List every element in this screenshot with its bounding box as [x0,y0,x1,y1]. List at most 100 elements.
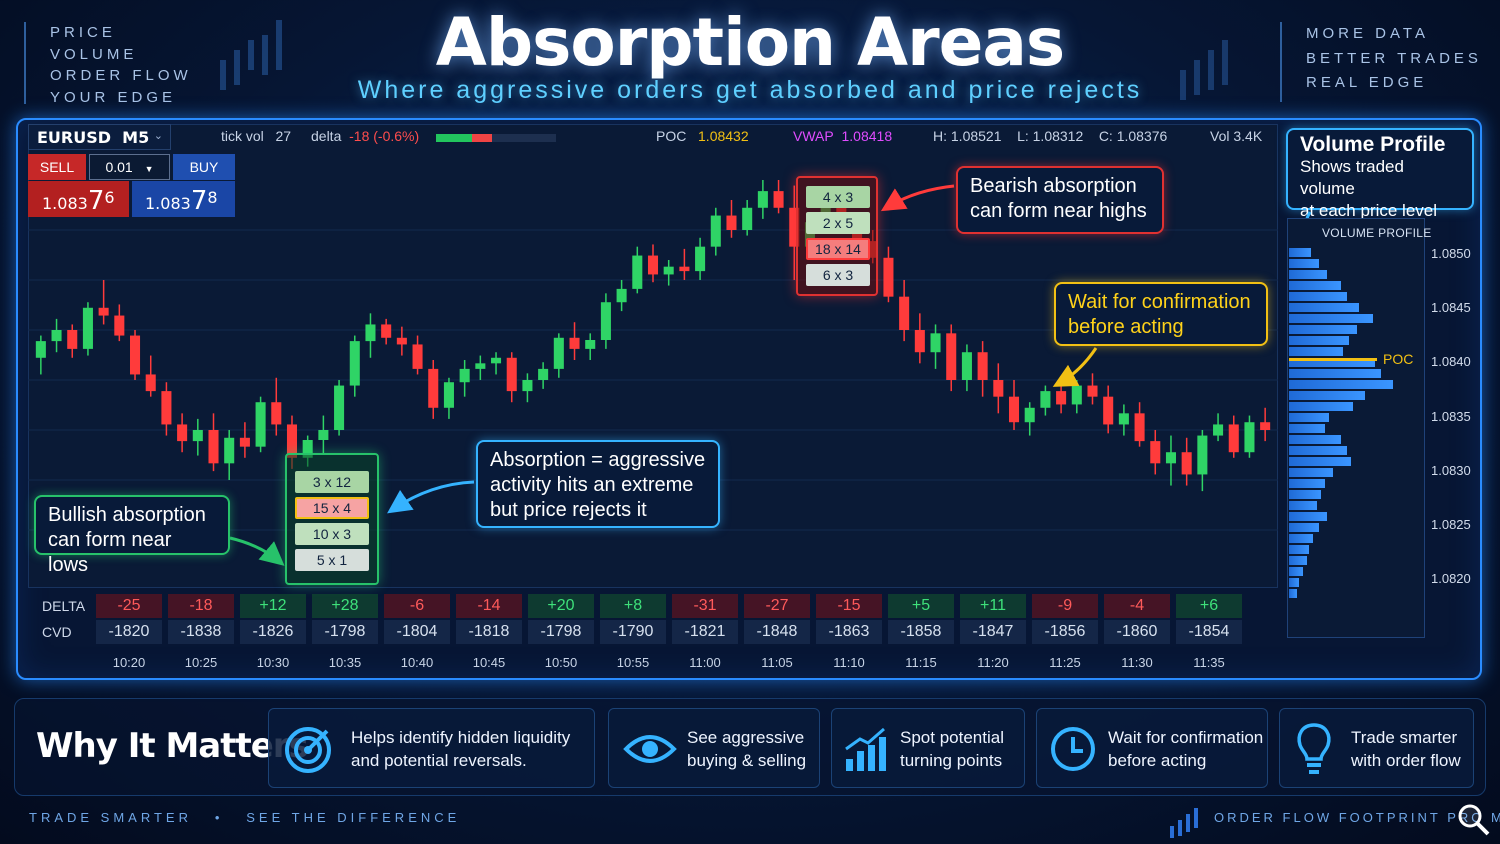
candle-bullish [459,368,470,383]
callout-absorption: Absorption = aggressive activity hits an… [476,440,720,528]
zoom-icon[interactable] [1456,802,1492,838]
volume-profile-bar [1289,567,1303,576]
volume-profile-bar [1289,468,1333,477]
volume-profile-bar [1289,292,1347,301]
low-value: 1.08312 [1032,128,1084,144]
time-label: 10:40 [400,655,434,670]
candle-bullish [538,368,549,380]
candle-bullish [1244,422,1255,453]
footprint-cell: 4 x 3 [806,186,870,208]
candle-bullish [318,430,329,440]
buy-button[interactable]: BUY [173,154,235,180]
delta-cell: -25 [96,594,162,618]
volume-profile-bar [1289,501,1317,510]
candle-bullish [1197,435,1208,475]
callout-absorption-line3: but price rejects it [490,499,647,521]
delta-cell: -6 [384,594,450,618]
volume-profile-bar [1289,270,1327,279]
eye-icon [623,735,677,763]
candle-bullish [82,307,93,349]
feature-text-line2: and potential reversals. [351,751,527,770]
volume-profile-label: VOLUME PROFILE [1322,226,1432,240]
cvd-cell: -1798 [528,620,594,644]
candle-bullish [1165,452,1176,464]
footprint-bottom[interactable]: 3 x 12 15 x 4 10 x 3 5 x 1 [285,453,379,585]
volume-profile-bar [1289,424,1325,433]
feature-text-line1: See aggressive [687,728,805,747]
candle-bullish [1213,424,1224,436]
candle-bullish [1024,407,1035,423]
buy-price[interactable]: 1.08378 [132,181,235,217]
candle-bearish [773,191,784,208]
close-value: 1.08376 [1116,128,1168,144]
time-label: 10:50 [544,655,578,670]
sell-price[interactable]: 1.08376 [28,181,129,217]
page-title: Absorption Areas [435,4,1065,81]
volume-profile-bar [1289,380,1393,389]
volume-profile-bar [1289,534,1313,543]
feature-card: Trade smarter with order flow [1279,708,1474,788]
high-label: H: [933,128,947,144]
feature-card: See aggressive buying & selling [608,708,820,788]
sell-button[interactable]: SELL [28,154,86,180]
candlestick-chart[interactable] [28,180,1278,580]
candle-bearish [977,352,988,380]
footprint-top[interactable]: 4 x 3 2 x 5 18 x 14 6 x 3 [796,176,878,296]
delta-cell: -18 [168,594,234,618]
candle-bearish [130,335,141,375]
why-title: Why It Matters [36,726,309,766]
volume-profile-bar [1289,556,1307,565]
candle-bullish [475,363,486,369]
candle-bearish [1008,396,1020,423]
time-label: 11:30 [1121,655,1153,670]
volume-profile-bar [1289,325,1357,334]
low-label: L: [1017,128,1029,144]
volume-profile-bar [1289,523,1319,532]
candle-bullish [600,302,611,340]
symbol-selector[interactable]: EURUSD M5 ⌄ [28,124,171,150]
candle-bearish [679,266,690,272]
callout-confirm-line2: before acting [1068,316,1184,338]
candle-bearish [899,296,910,330]
footprint-cell: 2 x 5 [806,212,870,234]
candle-bullish [553,337,564,369]
buy-price-big: 7 [190,186,208,216]
decor-candles-left [220,20,282,90]
volume-profile-bar [1289,248,1311,257]
volume-profile-bar [1289,578,1299,587]
sell-price-prefix: 1.083 [42,194,88,213]
candle-bullish [302,440,313,458]
volume-profile-bar [1289,391,1365,400]
time-label: 10:35 [328,655,362,670]
volume-profile-bar [1289,490,1321,499]
candle-bearish [946,333,957,380]
candle-bullish [443,382,454,408]
time-label: 11:10 [833,655,865,670]
volume-profile-bar [1289,303,1359,312]
poc-line [1289,358,1377,361]
callout-vp-line1: Shows traded volume [1300,157,1404,198]
delta-readout: delta -18 (-0.6%) [311,128,419,148]
volume-profile-bar [1289,446,1347,455]
poc-tag: POC [1383,351,1414,367]
delta-cell: -31 [672,594,738,618]
decor-candles-right [1180,40,1228,100]
candle-bullish [491,357,502,364]
callout-bearish-line2: can form near highs [970,200,1147,222]
vol-readout: Vol 3.4K [1210,128,1262,148]
cvd-cell: -1854 [1176,620,1242,644]
footer-left: TRADE SMARTER • SEE THE DIFFERENCE [29,810,460,825]
volume-profile-bar [1289,358,1375,367]
tag-volume: VOLUME [50,45,138,63]
footer-right: ORDER FLOW FOOTPRINT PRO MT [1214,810,1500,825]
volume-profile-bar [1289,589,1297,598]
callout-bearish: Bearish absorption can form near highs [956,166,1164,234]
lot-size-select[interactable]: 0.01 ▼ [89,154,170,180]
page-subtitle: Where aggressive orders get absorbed and… [357,76,1143,104]
time-label: 11:15 [905,655,937,670]
candle-bullish [961,352,972,380]
candle-bearish [428,368,439,408]
time-label: 11:25 [1049,655,1081,670]
cvd-cell: -1818 [456,620,522,644]
callout-bullish-line2: can form near lows [48,529,172,576]
